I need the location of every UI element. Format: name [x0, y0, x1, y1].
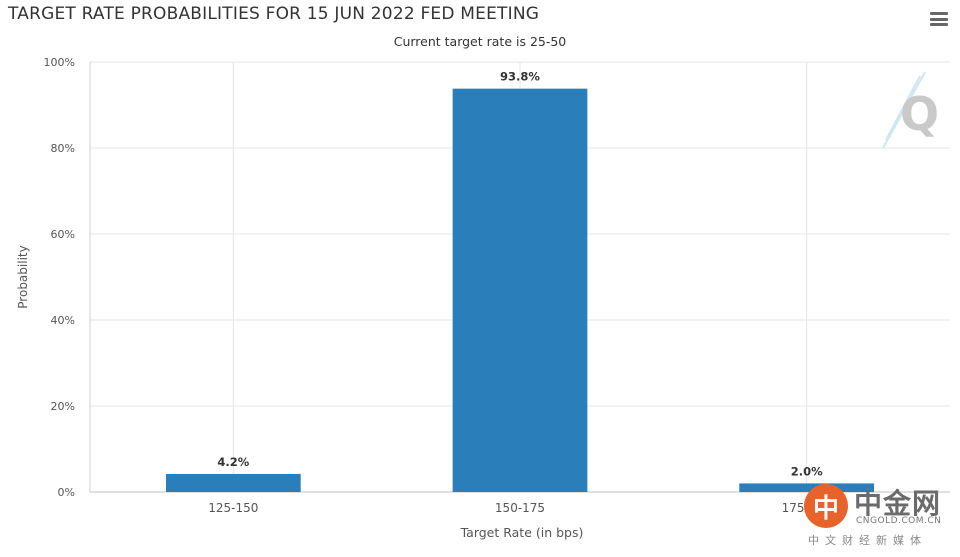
chart-subtitle: Current target rate is 25-50 [393, 34, 567, 49]
x-tick-label: 125-150 [208, 501, 258, 515]
svg-text:Q: Q [900, 87, 939, 141]
y-tick-label: 0% [58, 486, 75, 499]
y-tick-label: 40% [51, 314, 75, 327]
y-tick-label: 20% [51, 400, 75, 413]
data-label: 2.0% [791, 464, 823, 478]
y-tick-label: 80% [51, 142, 75, 155]
menu-icon[interactable] [930, 12, 948, 26]
brand-tagline: 中文财经新媒体 [808, 534, 927, 547]
x-axis-label: Target Rate (in bps) [460, 525, 584, 540]
q-logo-icon: Q [882, 71, 939, 149]
brand-name: 中金网 [854, 487, 942, 520]
bar[interactable] [452, 88, 588, 492]
bar[interactable] [165, 473, 301, 492]
brand-watermark: 中 中金网 CNGOLD.COM.CN 中文财经新媒体 [804, 484, 954, 550]
y-axis-label: Probability [16, 245, 30, 308]
y-tick-label: 60% [51, 228, 75, 241]
data-label: 4.2% [217, 455, 249, 469]
brand-logo-icon: 中 [804, 484, 848, 528]
bars [165, 88, 875, 492]
x-tick-label: 150-175 [495, 501, 545, 515]
y-tick-label: 100% [44, 56, 75, 69]
bar[interactable] [739, 483, 875, 492]
data-labels: 4.2% 93.8% 2.0% [217, 70, 823, 479]
chart-title: TARGET RATE PROBABILITIES FOR 15 JUN 202… [8, 4, 540, 24]
y-tick-labels: 0% 20% 40% 60% 80% 100% [44, 56, 75, 499]
data-label: 93.8% [500, 70, 540, 84]
brand-domain: CNGOLD.COM.CN [856, 516, 942, 526]
